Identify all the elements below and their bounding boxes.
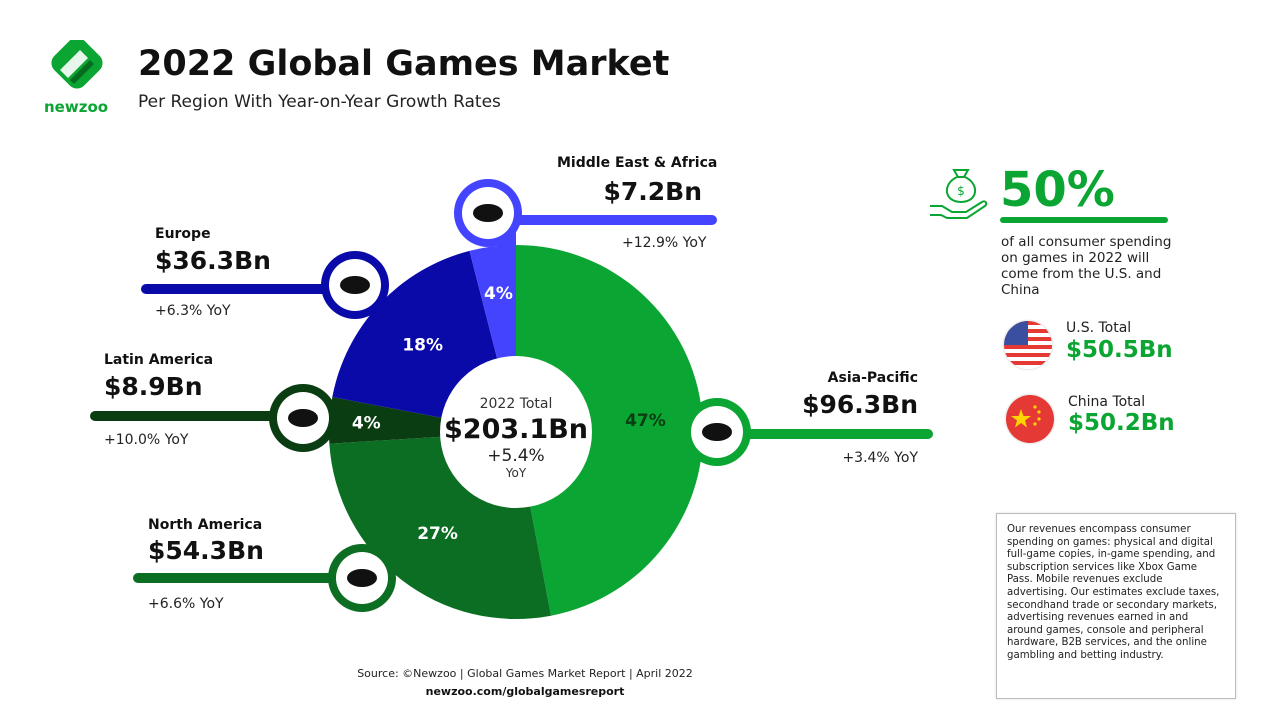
- center-value: $203.1Bn: [444, 414, 588, 445]
- us-flag-icon: [1002, 319, 1054, 371]
- apac-map-icon: [702, 423, 732, 441]
- china-value: $50.2Bn: [1068, 410, 1175, 436]
- money-bag-hand-icon: $: [930, 169, 988, 219]
- us-value: $50.5Bn: [1066, 337, 1173, 363]
- apac-value: $96.3Bn: [802, 390, 918, 419]
- europe-yoy: +6.3% YoY: [155, 303, 231, 319]
- pie-center-hole: [440, 356, 592, 508]
- center-growth-unit: YoY: [505, 466, 527, 480]
- page-subtitle: Per Region With Year-on-Year Growth Rate…: [138, 92, 501, 112]
- na-label: North America: [148, 517, 263, 533]
- page-title: 2022 Global Games Market: [138, 44, 670, 84]
- share-label-latin-america: 4%: [352, 414, 381, 434]
- china-flag-icon: [1004, 393, 1056, 445]
- methodology-note: Our revenues encompass consumer spending…: [996, 513, 1236, 699]
- europe-value: $36.3Bn: [155, 246, 271, 275]
- mea-label: Middle East & Africa: [557, 155, 718, 171]
- china-label: China Total: [1068, 394, 1146, 410]
- center-label: 2022 Total: [479, 396, 553, 412]
- share-label-europe: 18%: [402, 335, 443, 355]
- source-text: Source: ©Newzoo | Global Games Market Re…: [357, 667, 693, 680]
- north-america-map-icon: [347, 569, 377, 587]
- apac-yoy: +3.4% YoY: [842, 450, 918, 466]
- europe-label: Europe: [155, 226, 211, 242]
- share-label-apac: 47%: [625, 411, 666, 431]
- europe-map-icon: [340, 276, 370, 294]
- logo-text: newzoo: [44, 98, 109, 116]
- center-growth: +5.4%: [487, 446, 545, 466]
- na-value: $54.3Bn: [148, 536, 264, 565]
- highlight-underline: [1000, 217, 1168, 223]
- newzoo-logo-icon: [51, 40, 103, 89]
- us-label: U.S. Total: [1066, 320, 1132, 336]
- latin-america-map-icon: [288, 409, 318, 427]
- apac-label: Asia-Pacific: [827, 370, 918, 386]
- share-label-middle-east-africa: 4%: [484, 284, 513, 304]
- source-url[interactable]: newzoo.com/globalgamesreport: [425, 685, 625, 698]
- center-total: 2022 Total $203.1Bn +5.4% YoY: [440, 396, 592, 480]
- mea-value: $7.2Bn: [603, 177, 702, 206]
- latam-yoy: +10.0% YoY: [104, 432, 189, 448]
- share-label-north-america: 27%: [417, 524, 458, 544]
- middle-east-africa-map-icon: [473, 204, 503, 222]
- pie-slice-apac: [516, 245, 704, 616]
- highlight-percent: 50%: [1000, 162, 1115, 218]
- mea-yoy: +12.9% YoY: [622, 235, 707, 251]
- na-yoy: +6.6% YoY: [148, 596, 224, 612]
- svg-text:$: $: [957, 184, 965, 198]
- latam-label: Latin America: [104, 352, 214, 368]
- highlight-text: of all consumer spending on games in 202…: [1001, 234, 1172, 298]
- latam-value: $8.9Bn: [104, 372, 203, 401]
